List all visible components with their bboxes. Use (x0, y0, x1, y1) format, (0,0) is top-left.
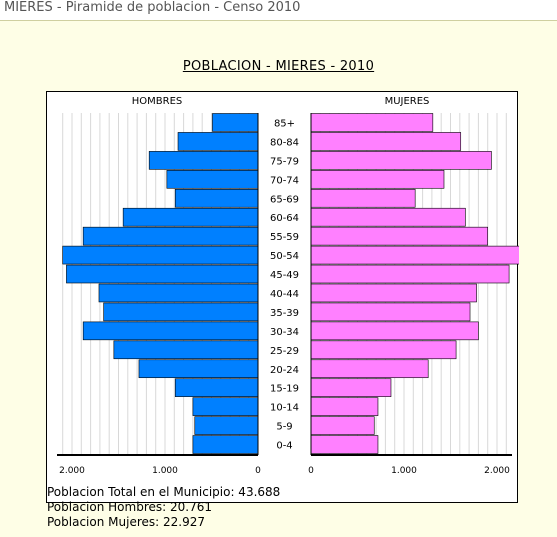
age-label: 25-29 (270, 346, 299, 357)
right-tick-label: 2.000 (484, 466, 510, 476)
bar-mujeres-75-79 (310, 151, 492, 170)
age-label: 60-64 (270, 213, 299, 224)
age-label: 30-34 (270, 327, 299, 338)
bar-hombres-55-59 (82, 226, 259, 246)
bar-hombres-75-79 (148, 151, 259, 170)
right-tick-label: 0 (308, 466, 314, 476)
bar-hombres-15-19 (174, 378, 259, 397)
bar-mujeres-20-24 (310, 359, 429, 379)
age-label: 15-19 (270, 384, 299, 395)
bar-mujeres-50-54 (310, 245, 519, 265)
bar-mujeres-35-39 (310, 302, 471, 322)
age-label: 50-54 (270, 251, 299, 262)
bar-hombres-0-4 (192, 435, 259, 454)
page-header-title: MIERES - Piramide de poblacion - Censo 2… (4, 0, 301, 15)
bar-hombres-65-69 (174, 188, 259, 208)
bar-hombres-25-29 (113, 340, 259, 360)
age-label: 75-79 (270, 156, 299, 167)
right-side-label: MUJERES (385, 96, 430, 107)
bar-hombres-45-49 (66, 264, 259, 284)
age-label: 35-39 (270, 308, 299, 319)
age-label: 0-4 (276, 441, 292, 452)
age-label: 5-9 (276, 422, 292, 433)
bar-hombres-85+ (212, 113, 259, 132)
bar-hombres-70-74 (166, 170, 259, 189)
bar-mujeres-45-49 (310, 264, 510, 284)
age-label: 40-44 (270, 289, 299, 300)
bar-mujeres-5-9 (310, 416, 375, 435)
bar-hombres-40-44 (98, 283, 259, 303)
age-label: 65-69 (270, 194, 299, 205)
bar-hombres-35-39 (103, 302, 259, 322)
bar-mujeres-30-34 (310, 321, 479, 341)
bar-mujeres-15-19 (310, 378, 392, 397)
left-tick-label: 2.000 (59, 466, 85, 476)
bar-mujeres-10-14 (310, 397, 379, 416)
age-label: 45-49 (270, 270, 299, 281)
footer-total-population: Poblacion Total en el Municipio: 43.688 (47, 485, 281, 499)
bar-mujeres-40-44 (310, 283, 477, 303)
population-pyramid-chart: HOMBRES MUJERES 85+ 80-84 75-79 70-74 65-69 60-… (57, 96, 519, 476)
bar-mujeres-70-74 (310, 170, 445, 189)
left-side-label: HOMBRES (132, 96, 183, 107)
bar-hombres-30-34 (82, 321, 259, 341)
age-label: 20-24 (270, 365, 299, 376)
age-label: 10-14 (270, 403, 299, 414)
footer-women-population: Poblacion Mujeres: 22.927 (47, 515, 205, 529)
bar-mujeres-55-59 (310, 226, 488, 246)
bar-mujeres-85+ (310, 113, 434, 132)
bar-hombres-80-84 (177, 132, 259, 151)
content-panel: POBLACION - MIERES - 2010 HOMBRES MUJERES… (0, 21, 557, 537)
bar-hombres-10-14 (192, 397, 259, 416)
right-tick-label: 1.000 (391, 466, 417, 476)
footer-men-population: Poblacion Hombres: 20.761 (47, 500, 212, 514)
age-label: 70-74 (270, 175, 299, 186)
left-tick-label: 0 (255, 466, 261, 476)
age-label: 85+ (274, 118, 295, 129)
chart-title: POBLACION - MIERES - 2010 (182, 59, 375, 74)
age-label: 80-84 (270, 137, 299, 148)
left-tick-label: 1.000 (152, 466, 178, 476)
bar-hombres-20-24 (138, 359, 259, 379)
bar-hombres-5-9 (194, 416, 259, 435)
page-header: MIERES - Piramide de poblacion - Censo 2… (0, 0, 557, 21)
bar-mujeres-65-69 (310, 188, 416, 208)
bar-hombres-50-54 (62, 245, 259, 265)
bar-mujeres-60-64 (310, 207, 466, 227)
bar-mujeres-80-84 (310, 132, 462, 151)
bar-mujeres-25-29 (310, 340, 457, 360)
chart-frame: HOMBRES MUJERES 85+ 80-84 75-79 70-74 65-69 60-… (46, 91, 519, 503)
bar-hombres-60-64 (122, 207, 259, 227)
bar-mujeres-0-4 (310, 435, 379, 454)
age-label: 55-59 (270, 232, 299, 243)
